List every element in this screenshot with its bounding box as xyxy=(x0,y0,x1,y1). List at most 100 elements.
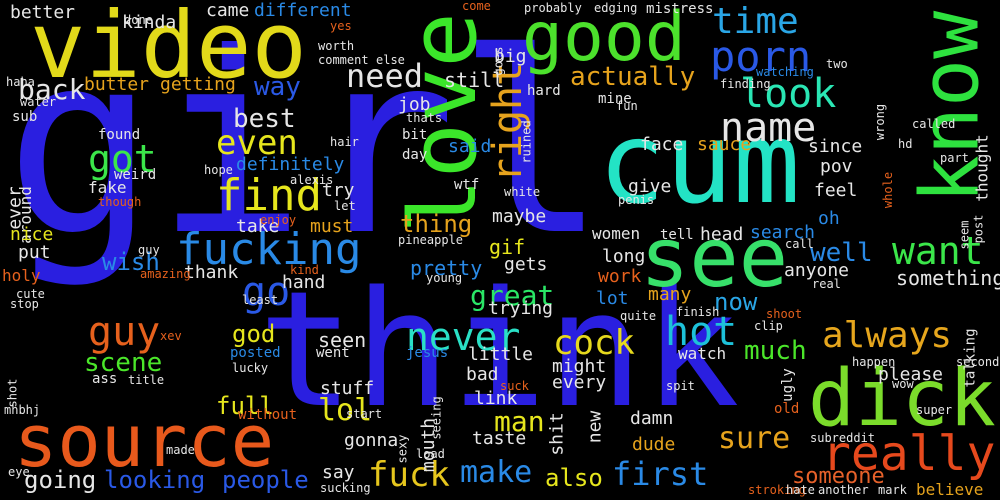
word-little: little xyxy=(468,344,534,365)
word-lol: lol xyxy=(318,393,373,428)
word-guy: guy xyxy=(88,309,161,355)
word-fucking: fucking xyxy=(176,224,362,275)
word-make: make xyxy=(460,455,533,490)
word-well: well xyxy=(810,238,873,268)
word-search: search xyxy=(750,222,816,243)
word-face: face xyxy=(640,134,684,155)
word-sucking: sucking xyxy=(320,481,371,495)
word-though: though xyxy=(98,195,142,209)
word-hair: hair xyxy=(330,135,359,149)
word-second: second xyxy=(956,355,1000,369)
word-sexy: sexy xyxy=(394,434,409,463)
word-porn: porn xyxy=(710,32,812,81)
word-might: might xyxy=(552,356,607,377)
word-definitely: definitely xyxy=(236,154,345,175)
word-girl: girl xyxy=(5,0,608,290)
word-fake: fake xyxy=(88,178,127,197)
word-shoot: shoot xyxy=(766,307,803,321)
word-tell: tell xyxy=(660,227,694,243)
word-pineapple: pineapple xyxy=(398,233,464,247)
word-else: else xyxy=(376,53,405,67)
word-lucky: lucky xyxy=(232,361,269,375)
word-fuck: fuck xyxy=(368,455,450,495)
word-thats: thats xyxy=(406,111,443,125)
word-xev: xev xyxy=(160,329,182,343)
word-alexis: alexis xyxy=(290,173,334,187)
word-cum: cum xyxy=(598,99,801,229)
word-job: job xyxy=(398,94,431,115)
word-first: first xyxy=(612,455,709,493)
word-take: take xyxy=(236,216,280,237)
word-ugly: ugly xyxy=(779,368,796,402)
word-done: done xyxy=(124,13,153,27)
word-goes: goes xyxy=(490,46,505,75)
word-part: part xyxy=(940,151,969,165)
word-need: need xyxy=(346,57,424,95)
word-happen: happen xyxy=(852,355,896,369)
word-gets: gets xyxy=(504,254,548,275)
word-made: made xyxy=(166,443,195,457)
word-super: super xyxy=(916,403,953,417)
word-seem: seem xyxy=(956,220,971,249)
word-kinda: kinda xyxy=(122,12,177,33)
word-better: better xyxy=(10,2,76,23)
word-going: going xyxy=(24,466,97,494)
word-clip: clip xyxy=(754,319,783,333)
word-wrong: wrong xyxy=(873,103,888,141)
word-penis: penis xyxy=(618,193,655,207)
word-always: always xyxy=(822,315,953,356)
word-video: video xyxy=(30,0,307,99)
word-find: find xyxy=(216,170,322,221)
word-much: much xyxy=(744,336,807,366)
word-wow: wow xyxy=(892,377,914,391)
word-since: since xyxy=(808,136,863,157)
word-yes: yes xyxy=(330,19,352,33)
word-hard: hard xyxy=(527,83,561,99)
word-amazing: amazing xyxy=(140,267,191,281)
word-work: work xyxy=(598,266,642,287)
word-lot: lot xyxy=(596,288,629,309)
word-holy: holy xyxy=(2,266,41,285)
word-day: day xyxy=(402,147,428,163)
word-watching: watching xyxy=(756,65,814,79)
word-great: great xyxy=(470,279,555,312)
word-actually: actually xyxy=(570,62,696,92)
word-pov: pov xyxy=(820,156,853,177)
word-bit: bit xyxy=(402,127,428,143)
word-haha: haha xyxy=(6,75,35,89)
word-thank: thank xyxy=(184,262,239,283)
word-worth: worth xyxy=(318,39,355,53)
word-hd: hd xyxy=(898,137,913,151)
word-white: white xyxy=(504,185,541,199)
word-nice: nice xyxy=(10,224,54,245)
word-back: back xyxy=(18,73,86,106)
word-load: load xyxy=(416,447,445,461)
word-seen: seen xyxy=(318,328,367,352)
word-kind: kind xyxy=(290,263,319,277)
word-really: really xyxy=(822,426,996,482)
word-title: title xyxy=(128,373,165,387)
word-edging: edging xyxy=(594,1,638,15)
word-eye: eye xyxy=(8,465,30,479)
word-stop: stop xyxy=(10,297,39,311)
word-every: every xyxy=(552,372,607,393)
word-comment: comment xyxy=(318,53,369,67)
word-getting: getting xyxy=(160,74,236,95)
word-gonna: gonna xyxy=(344,430,399,451)
word-gif: gif xyxy=(489,235,526,259)
word-link: link xyxy=(474,388,518,409)
word-maybe: maybe xyxy=(492,206,547,227)
word-say: say xyxy=(322,462,355,483)
word-weird: weird xyxy=(114,167,157,183)
word-dick: dick xyxy=(808,354,996,444)
word-new: new xyxy=(583,410,605,443)
word-let: let xyxy=(334,199,356,213)
word-source: source xyxy=(14,399,275,483)
word-call: call xyxy=(785,237,814,251)
word-name: name xyxy=(720,105,817,151)
word-oh: oh xyxy=(818,208,840,229)
word-look: look xyxy=(740,71,837,117)
word-mhbhj: mhbhj xyxy=(4,403,41,417)
word-even: even xyxy=(216,123,298,163)
